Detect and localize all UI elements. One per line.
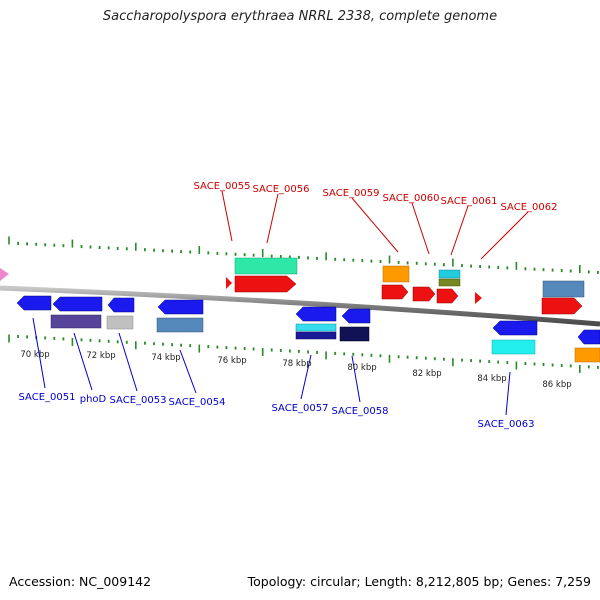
scale-label: 84 kbp [477,374,506,384]
scale-label: 76 kbp [217,356,246,366]
leader-sace-0058 [351,355,361,403]
gene-feature[interactable] [50,314,102,329]
scale-label: 82 kbp [412,369,441,379]
scale-label: 78 kbp [282,359,311,369]
gene-feature[interactable] [491,339,536,355]
leader-sace-0062 [480,211,529,260]
gene-label-sace-0061[interactable]: SACE_0061 [441,196,498,207]
accession-label: Accession: NC_009142 [9,574,152,589]
gene-arrow-sace-0061[interactable] [436,288,459,304]
gene-label-sace-0058[interactable]: SACE_0058 [332,406,389,417]
forward-strand-genes [0,257,585,315]
leader-sace-0059 [351,197,399,253]
gene-arrow-sace-0063[interactable] [492,320,538,336]
gene-arrow-phod[interactable] [52,296,103,312]
gene-feature[interactable] [106,315,134,330]
leader-sace-0051 [32,317,46,389]
leader-sace-0061 [450,205,469,256]
gene-label-sace-0056[interactable]: SACE_0056 [253,184,310,195]
scale-label: 86 kbp [542,380,571,390]
gene-arrow-partial-left[interactable] [0,268,9,281]
leader-sace-0056 [266,193,279,244]
gene-feature[interactable] [382,265,410,283]
gene-feature[interactable] [438,269,461,279]
leader-sace-0055 [221,190,233,242]
gene-label-sace-0062[interactable]: SACE_0062 [501,202,558,213]
gene-feature[interactable] [438,278,461,287]
leader-sace-0053 [118,332,138,392]
gene-arrow-sace-0058[interactable] [341,308,371,324]
reverse-gene-labels: SACE_0051 phoD SACE_0053 SACE_0054 SACE_… [19,392,535,430]
gene-feature[interactable] [339,326,370,342]
forward-gene-labels: SACE_0055 SACE_0056 SACE_0059 SACE_0060 … [194,181,558,213]
leader-sace-0063 [505,371,511,416]
leader-sace-0060 [411,202,430,255]
scale-label: 80 kbp [347,363,376,373]
gene-feature[interactable] [542,280,585,298]
upper-tick-track [8,236,599,274]
gene-label-sace-0055[interactable]: SACE_0055 [194,181,251,192]
gene-arrow-sace-0059[interactable] [381,284,409,300]
genome-title: Saccharopolyspora erythraea NRRL 2338, c… [102,9,498,24]
gene-arrow-sace-0051[interactable] [16,295,52,311]
gene-label-sace-0053[interactable]: SACE_0053 [110,395,167,406]
gene-feature[interactable] [156,317,204,333]
gene-feature[interactable] [295,323,337,332]
scale-label: 72 kbp [86,351,115,361]
gene-feature[interactable] [234,257,298,275]
gene-feature[interactable] [295,331,337,340]
scale-labels: 70 kbp 72 kbp 74 kbp 76 kbp 78 kbp 80 kb… [20,350,571,390]
leader-phod [73,332,93,391]
gene-arrow-small[interactable] [475,292,482,304]
gene-arrow-sace-0062[interactable] [541,297,583,315]
scale-label: 70 kbp [20,350,49,360]
gene-arrow-sace-0054[interactable] [157,299,204,315]
gene-feature[interactable] [574,347,600,363]
topology-label: Topology: circular; Length: 8,212,805 bp… [247,574,591,589]
lower-tick-track [8,334,599,373]
gene-label-sace-0063[interactable]: SACE_0063 [478,419,535,430]
gene-arrow-sace-0055[interactable] [234,275,297,293]
leader-sace-0054 [179,349,197,394]
gene-label-sace-0060[interactable]: SACE_0060 [383,193,440,204]
gene-label-sace-0059[interactable]: SACE_0059 [323,188,380,199]
gene-label-phod[interactable]: phoD [80,394,107,405]
gene-label-sace-0051[interactable]: SACE_0051 [19,392,76,403]
reverse-strand-genes [16,295,600,363]
gene-arrow-sace-0057[interactable] [295,306,337,322]
gene-label-sace-0054[interactable]: SACE_0054 [169,397,226,408]
scale-label: 74 kbp [151,353,180,363]
gene-arrow-sace-0060[interactable] [412,286,436,302]
leader-sace-0057 [300,354,312,400]
gene-label-sace-0057[interactable]: SACE_0057 [272,403,329,414]
gene-arrow-partial-right[interactable] [577,329,600,345]
leader-lines [32,190,529,416]
gene-arrow-sace-0053[interactable] [107,297,135,313]
genome-backbone [0,285,600,327]
gene-arrow-small[interactable] [226,277,232,289]
